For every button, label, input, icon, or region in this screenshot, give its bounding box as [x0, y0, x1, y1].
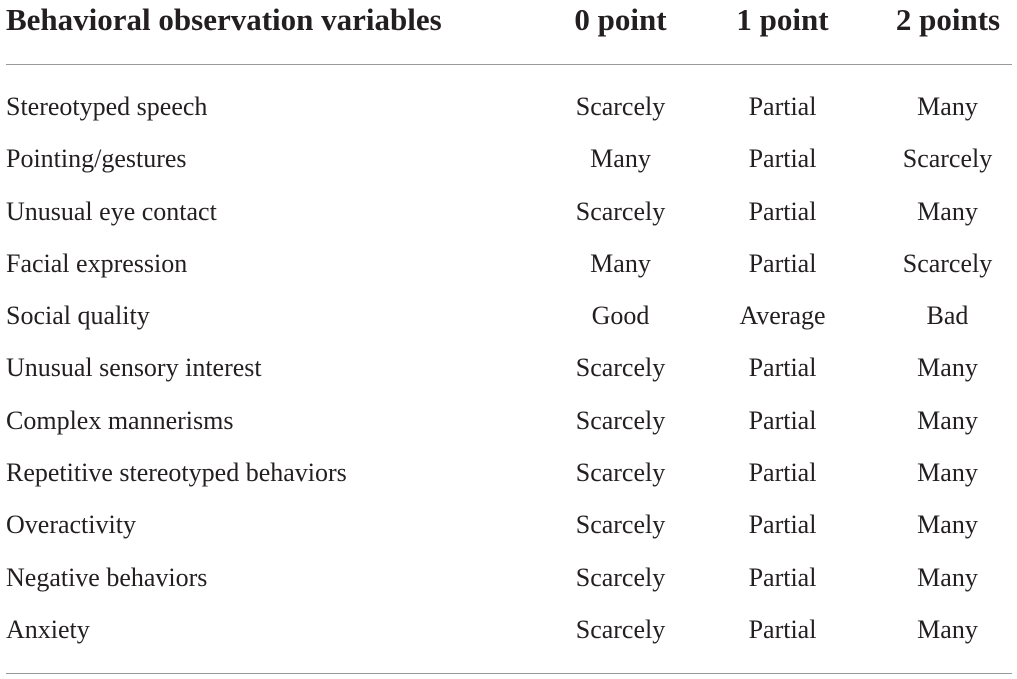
point-0-cell: Scarcely [575, 405, 666, 435]
point-0-cell: Scarcely [575, 510, 666, 540]
point-2-cell: Many [917, 562, 978, 592]
table-row: Unusual eye contact Scarcely Partial Man… [0, 188, 1017, 240]
point-0-cell: Scarcely [575, 458, 666, 488]
point-0-cell: Scarcely [575, 92, 666, 121]
header-0-point: 0 point [574, 2, 667, 37]
variable-cell: Facial expression [6, 248, 188, 278]
point-2-cell: Many [917, 353, 978, 383]
point-0-cell: Good [591, 301, 650, 331]
table-row: Anxiety Scarcely Partial Many [0, 606, 1017, 658]
header-divider [6, 64, 1012, 65]
point-2-cell: Scarcely [902, 248, 993, 278]
variable-cell: Complex mannerisms [6, 405, 234, 435]
table-row: Unusual sensory interest Scarcely Partia… [0, 344, 1017, 396]
table-row: Stereotyped speech Scarcely Partial Many [0, 83, 1017, 135]
table-row: Complex mannerisms Scarcely Partial Many [0, 397, 1017, 449]
table-body: Stereotyped speech Scarcely Partial Many… [0, 83, 1017, 658]
point-1-cell: Partial [748, 458, 817, 488]
point-1-cell: Partial [748, 92, 817, 121]
variable-cell: Repetitive stereotyped behaviors [6, 458, 347, 488]
point-2-cell: Scarcely [902, 144, 993, 174]
point-0-cell: Scarcely [575, 196, 666, 226]
point-1-cell: Partial [748, 196, 817, 226]
header-2-points: 2 points [895, 2, 1001, 37]
point-0-cell: Scarcely [575, 562, 666, 592]
point-1-cell: Average [739, 301, 826, 331]
variable-cell: Unusual eye contact [6, 196, 217, 226]
table-row: Facial expression Many Partial Scarcely [0, 240, 1017, 292]
point-0-cell: Scarcely [575, 614, 666, 644]
table-row: Negative behaviors Scarcely Partial Many [0, 554, 1017, 606]
variable-cell: Unusual sensory interest [6, 353, 262, 383]
variable-cell: Overactivity [6, 510, 136, 540]
point-1-cell: Partial [748, 562, 817, 592]
point-2-cell: Bad [926, 301, 969, 331]
point-2-cell: Many [917, 510, 978, 540]
table-header-row: Behavioral observation variables 0 point… [0, 0, 1017, 46]
point-1-cell: Partial [748, 248, 817, 278]
point-1-cell: Partial [748, 144, 817, 174]
point-2-cell: Many [917, 92, 978, 121]
point-0-cell: Many [590, 248, 651, 278]
table-row: Overactivity Scarcely Partial Many [0, 501, 1017, 553]
variable-cell: Pointing/gestures [6, 144, 187, 174]
point-1-cell: Partial [748, 510, 817, 540]
point-1-cell: Partial [748, 405, 817, 435]
point-2-cell: Many [917, 614, 978, 644]
point-2-cell: Many [917, 458, 978, 488]
header-variable: Behavioral observation variables [6, 2, 442, 37]
variable-cell: Social quality [6, 301, 150, 331]
header-1-point: 1 point [736, 2, 829, 37]
table-row: Repetitive stereotyped behaviors Scarcel… [0, 449, 1017, 501]
point-2-cell: Many [917, 196, 978, 226]
variable-cell: Stereotyped speech [6, 92, 208, 121]
variable-cell: Negative behaviors [6, 562, 208, 592]
point-1-cell: Partial [748, 353, 817, 383]
point-1-cell: Partial [748, 614, 817, 644]
point-0-cell: Many [590, 144, 651, 174]
table-bottom-rule [6, 673, 1012, 674]
point-2-cell: Many [917, 405, 978, 435]
point-0-cell: Scarcely [575, 353, 666, 383]
table-row: Pointing/gestures Many Partial Scarcely [0, 135, 1017, 187]
table-row: Social quality Good Average Bad [0, 292, 1017, 344]
variable-cell: Anxiety [6, 614, 90, 644]
